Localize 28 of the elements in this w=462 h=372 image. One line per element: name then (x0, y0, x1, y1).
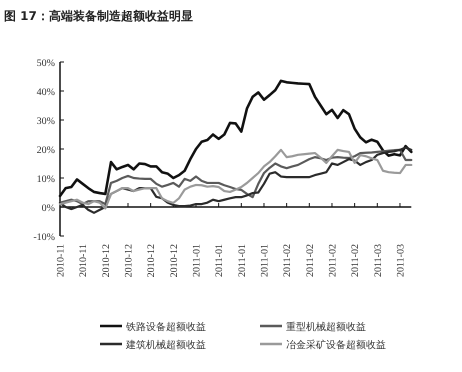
x-tick-label: 2011-01 (236, 244, 248, 277)
legend-label: 重型机械超额收益 (286, 321, 366, 333)
x-tick-label: 2010-12 (123, 244, 134, 278)
x-tick-label: 2011-02 (282, 244, 294, 277)
x-tick-label: 2011-02 (327, 244, 338, 277)
x-tick-label: 2011-01 (191, 244, 202, 277)
y-tick-label: 40% (36, 87, 55, 98)
x-tick-label: 2011-01 (259, 244, 270, 277)
x-tick-label: 2010-12 (168, 244, 180, 278)
y-tick-label: -10% (33, 232, 55, 243)
x-tick-label: 2011-02 (304, 244, 316, 277)
legend-label: 冶金采矿设备超额收益 (286, 339, 386, 351)
legend-label: 铁路设备超额收益 (125, 321, 206, 333)
x-tick-label: 2011-02 (350, 244, 362, 277)
x-tick-label: 2010-12 (100, 244, 112, 278)
x-tick-label: 2010-11 (78, 244, 90, 277)
y-tick-label: 30% (36, 116, 55, 127)
y-tick-label: 10% (36, 174, 55, 185)
x-tick-label: 2011-03 (372, 244, 384, 277)
y-tick-label: 50% (36, 58, 55, 69)
x-tick-label: 2011-03 (395, 244, 406, 277)
x-tick-label: 2011-01 (214, 244, 226, 277)
chart-title: 图 17：高端装备制造超额收益明显 (4, 9, 193, 23)
x-tick-label: 2010-11 (56, 244, 66, 277)
y-tick-label: 20% (36, 145, 55, 156)
legend-label: 建筑机械超额收益 (125, 339, 206, 351)
y-tick-label: 0% (42, 203, 55, 214)
x-tick-label: 2010-12 (146, 244, 158, 278)
